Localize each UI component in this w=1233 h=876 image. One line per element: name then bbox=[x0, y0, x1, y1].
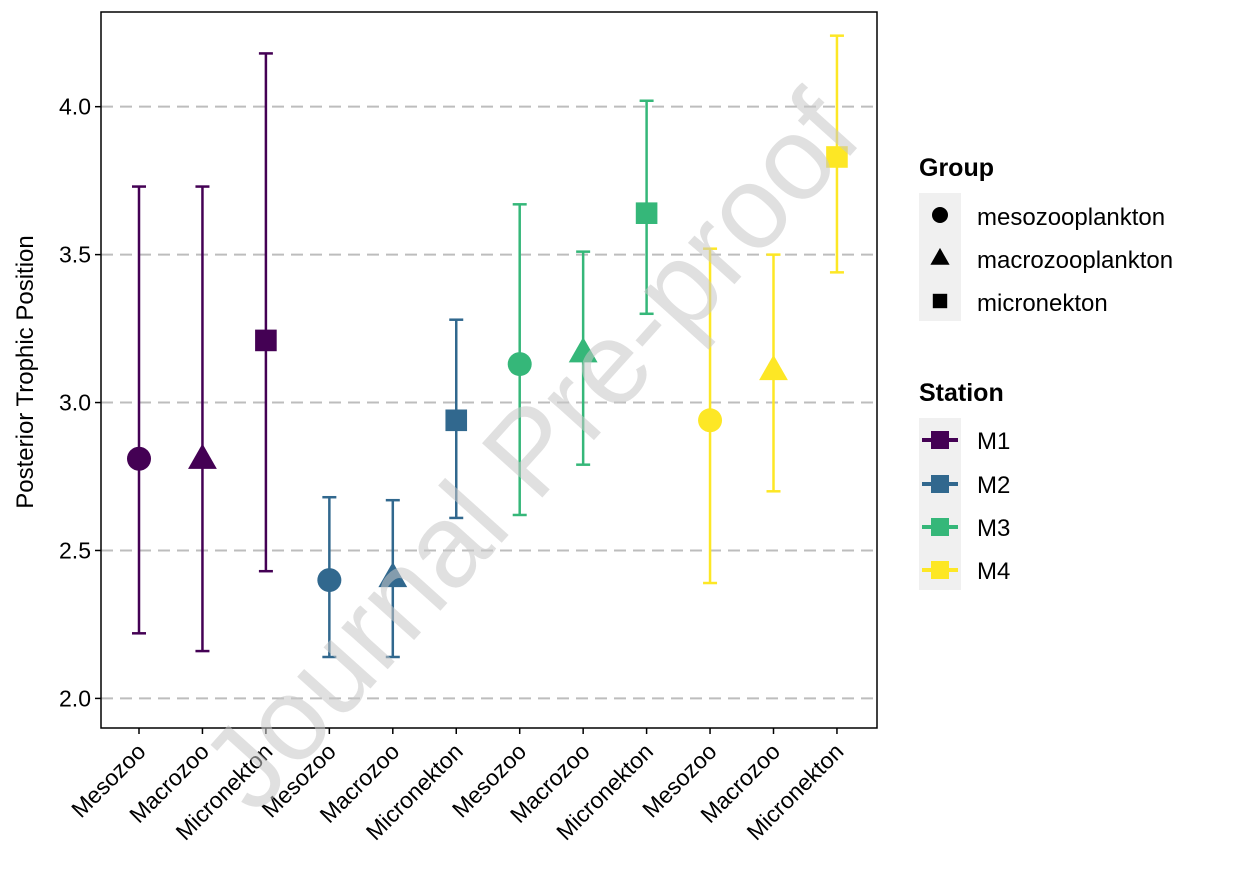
legend-station: Station M1 M2 M3 M4 bbox=[919, 379, 1010, 590]
legend-station-label: M1 bbox=[977, 428, 1010, 455]
y-axis-title: Posterior Trophic Position bbox=[12, 235, 39, 508]
data-point bbox=[188, 443, 217, 469]
legend-station-label: M3 bbox=[977, 515, 1010, 542]
legend-station-key bbox=[922, 475, 958, 493]
legend-group-label: micronekton bbox=[977, 290, 1108, 317]
legend-group-key-circle bbox=[932, 207, 948, 223]
data-point bbox=[698, 408, 723, 433]
errorbar bbox=[132, 185, 146, 635]
data-point bbox=[635, 202, 658, 224]
y-tick-label: 4.0 bbox=[59, 94, 91, 120]
y-tick-label: 3.0 bbox=[59, 390, 91, 416]
data-point bbox=[317, 568, 342, 593]
legend-station-key bbox=[922, 518, 958, 536]
data-point bbox=[568, 337, 598, 363]
data-point bbox=[445, 409, 468, 432]
y-tick-label: 2.5 bbox=[59, 537, 91, 563]
legend-station-label: M4 bbox=[977, 558, 1010, 585]
legend-station-title: Station bbox=[919, 379, 1004, 407]
y-axis: 2.0 2.5 3.0 3.5 4.0 bbox=[59, 94, 101, 711]
legend-group-label: mesozooplankton bbox=[977, 204, 1165, 231]
errorbar bbox=[195, 185, 210, 653]
errorbar bbox=[258, 52, 273, 573]
data-point bbox=[255, 329, 277, 352]
watermark-text: Journal Pre-proof bbox=[176, 68, 884, 834]
data-point bbox=[826, 146, 848, 168]
legend-group-title: Group bbox=[919, 154, 994, 182]
data-point bbox=[127, 446, 151, 471]
legend-group-label: macrozooplankton bbox=[977, 247, 1173, 274]
data-point bbox=[507, 352, 532, 377]
legend-group-key-square bbox=[932, 293, 948, 309]
legend-station-key bbox=[922, 431, 958, 449]
plot-panel-border bbox=[100, 11, 878, 729]
legend-group-key-triangle bbox=[930, 247, 950, 265]
legend-station-key bbox=[922, 561, 958, 579]
legend-group: Group mesozooplankton macrozooplankton mic… bbox=[919, 154, 1173, 321]
data-point bbox=[759, 354, 788, 381]
grid-lines bbox=[101, 105, 877, 700]
y-tick-label: 3.5 bbox=[59, 242, 91, 268]
data-points bbox=[127, 146, 848, 593]
data-point bbox=[378, 561, 408, 588]
legend-station-label: M2 bbox=[977, 472, 1010, 499]
y-tick-label: 2.0 bbox=[59, 685, 91, 711]
